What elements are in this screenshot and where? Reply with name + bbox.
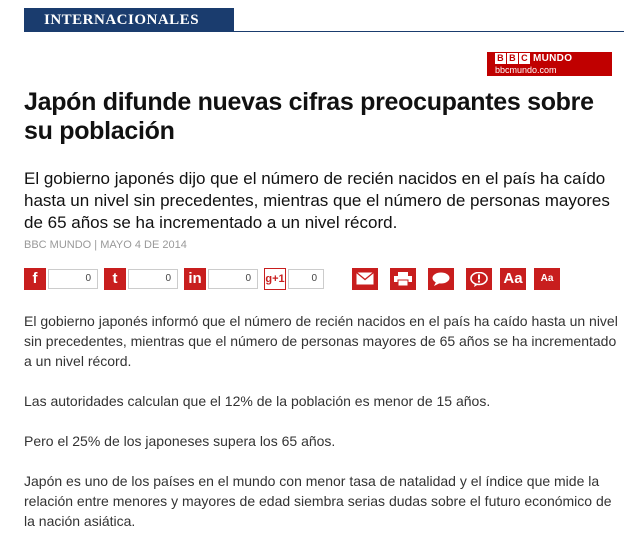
facebook-share-count: 0 (48, 269, 98, 289)
font-smaller-button[interactable]: Aa (534, 268, 560, 290)
comment-button[interactable] (428, 268, 454, 290)
google-plus-share-count: 0 (288, 269, 324, 289)
article-body: El gobierno japonés informó que el númer… (24, 311, 624, 541)
feedback-icon (470, 271, 488, 287)
article-paragraph: El gobierno japonés informó que el númer… (24, 313, 618, 369)
twitter-icon[interactable]: t (104, 268, 126, 290)
article-byline: BBC MUNDO | MAYO 4 DE 2014 (24, 239, 187, 251)
section-header: INTERNACIONALES (24, 8, 624, 32)
article-paragraph: Pero el 25% de los japoneses supera los … (24, 433, 336, 449)
feedback-button[interactable] (466, 268, 492, 290)
facebook-icon[interactable]: f (24, 268, 46, 290)
email-icon (356, 271, 374, 285)
bbc-logo-url: bbcmundo.com (495, 65, 557, 75)
email-button[interactable] (352, 268, 378, 290)
article-lede: El gobierno japonés dijo que el número d… (24, 169, 610, 232)
article-headline: Japón difunde nuevas cifras preocupantes… (24, 88, 594, 145)
print-button[interactable] (390, 268, 416, 290)
linkedin-icon[interactable]: in (184, 268, 206, 290)
font-larger-button[interactable]: Aa (500, 268, 526, 290)
section-label[interactable]: INTERNACIONALES (24, 8, 234, 32)
linkedin-share-count: 0 (208, 269, 258, 289)
article-paragraph: Las autoridades calculan que el 12% de l… (24, 393, 491, 409)
section-divider (24, 31, 624, 32)
print-icon (394, 272, 412, 287)
article-paragraph: Japón es uno de los países en el mundo c… (24, 473, 612, 529)
bbc-logo-mundo: MUNDO (533, 53, 573, 64)
google-plus-icon[interactable]: g+1 (264, 268, 286, 290)
comment-icon (432, 272, 450, 286)
twitter-share-count: 0 (128, 269, 178, 289)
